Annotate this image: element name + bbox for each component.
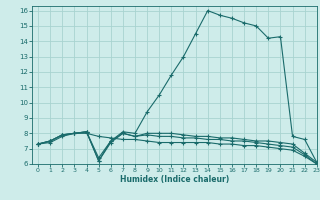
X-axis label: Humidex (Indice chaleur): Humidex (Indice chaleur) — [120, 175, 229, 184]
